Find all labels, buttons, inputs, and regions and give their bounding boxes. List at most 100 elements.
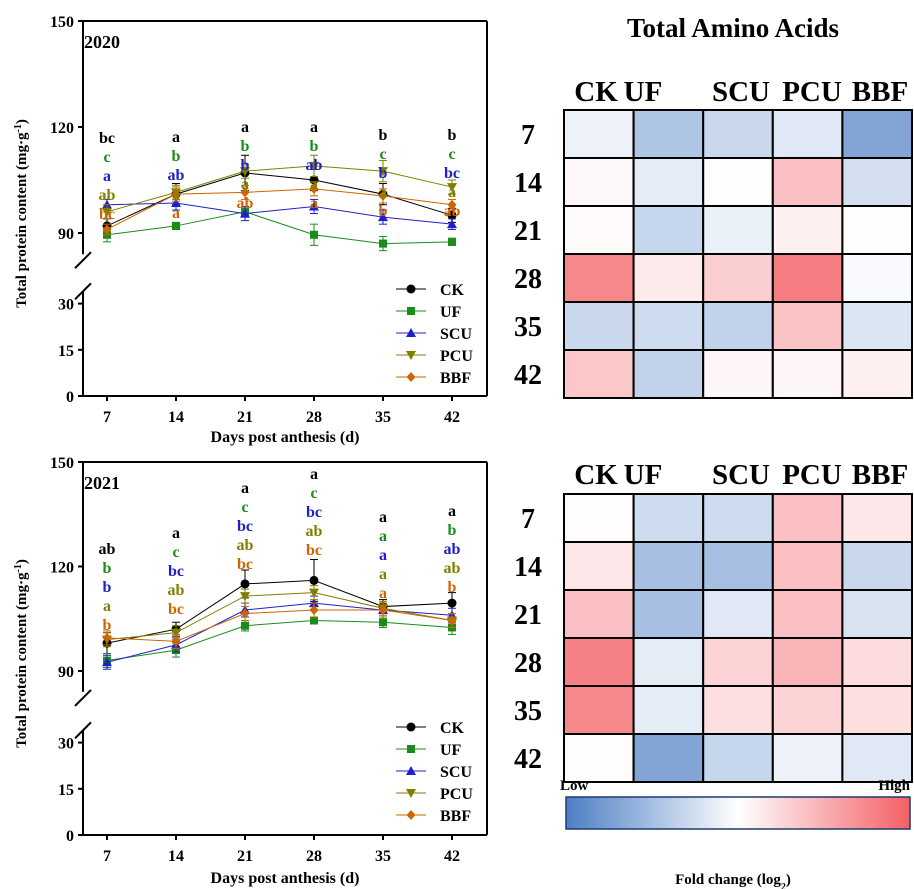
data-point [447, 615, 457, 626]
heatmap-row-label: 42 [514, 744, 542, 775]
y-tick-label: 15 [58, 782, 74, 799]
x-tick-label: 35 [375, 409, 391, 426]
heatmap-cell [563, 205, 635, 255]
axis-break-mark [74, 282, 92, 300]
heatmap-cell [841, 733, 914, 783]
legend-label: BBF [440, 808, 471, 825]
series-SCU [102, 195, 457, 230]
data-point [240, 579, 250, 589]
data-point [240, 208, 250, 218]
legend-marker [407, 745, 415, 753]
significance-letter: a [103, 168, 111, 185]
data-point [309, 575, 319, 585]
significance-letter: bc [237, 518, 253, 535]
heatmap-cell [771, 109, 844, 159]
colorbar-gradient [565, 796, 911, 830]
legend-marker [407, 307, 415, 315]
heatmap-row-label: 42 [514, 360, 542, 391]
data-point [240, 187, 250, 198]
legend-marker [406, 810, 416, 820]
y-tick-label: 150 [50, 455, 74, 472]
y-axis-title: Total protein content (mg·g-1) [13, 559, 31, 748]
legend-label: SCU [440, 326, 472, 343]
legend-marker [406, 789, 416, 798]
x-tick-label: 21 [237, 409, 253, 426]
heatmap-cell [632, 157, 705, 207]
data-point [171, 628, 181, 638]
significance-letter: a [310, 176, 318, 193]
significance-letter: ab [168, 167, 185, 184]
heatmap-cell [771, 733, 844, 783]
heatmap-column-label: PCU [782, 459, 842, 491]
significance-letter: a [379, 566, 387, 583]
heatmap-cell [563, 349, 635, 399]
significance-letter: b [448, 522, 457, 539]
data-point [379, 618, 387, 627]
data-point [379, 239, 387, 248]
heatmap-cell [632, 109, 705, 159]
significance-letter: ab [237, 195, 254, 212]
heatmap-row-label: 21 [514, 600, 542, 631]
heatmap-cell [632, 349, 705, 399]
y-tick-label: 0 [66, 828, 74, 845]
heatmap-cell [563, 157, 635, 207]
significance-letter: c [379, 146, 386, 163]
x-tick-label: 7 [103, 848, 111, 865]
significance-letter: a [379, 509, 387, 526]
legend-marker [406, 372, 416, 382]
significance-letter: a [448, 184, 456, 201]
series-PCU [102, 154, 457, 220]
heatmap-cell [702, 541, 774, 591]
significance-letter: b [172, 148, 181, 165]
heatmap-cell [563, 637, 635, 687]
legend-label: PCU [440, 786, 473, 803]
legend-label: PCU [440, 348, 473, 365]
data-point [447, 219, 457, 229]
heatmap-cell [702, 733, 774, 783]
line-chart-2021: 0 15 30 90 120 150 7 14 21 28 35 42 Days post anthes… [13, 455, 488, 887]
y-tick-label: 15 [58, 343, 74, 360]
heatmap-column-label: CK [574, 459, 618, 491]
series-line [106, 211, 453, 245]
x-axis-title: Days post anthesis (d) [211, 870, 360, 887]
heatmap-cell [632, 637, 705, 687]
heatmap-cell [632, 253, 705, 303]
data-point [309, 605, 319, 616]
legend-marker [406, 284, 416, 294]
panel-year-label: 2020 [84, 32, 120, 52]
significance-letter: a [379, 585, 387, 602]
data-point [310, 230, 318, 239]
data-point [241, 621, 249, 630]
heatmap-cell [841, 685, 914, 735]
x-tick-label: 42 [444, 848, 460, 865]
legend-marker [406, 766, 416, 775]
axis-break-mark [74, 689, 92, 707]
heatmap-title: Total Amino Acids [627, 13, 839, 43]
significance-letter: bc [444, 165, 460, 182]
data-point [309, 201, 319, 211]
series-line [106, 172, 453, 227]
x-tick-label: 14 [168, 848, 184, 865]
y-tick-label: 0 [66, 389, 74, 406]
colorbar-high-label: High [878, 778, 910, 794]
heatmap-cell [841, 301, 914, 351]
heatmap-cell [563, 685, 635, 735]
heatmap-row-label: 21 [514, 216, 542, 247]
heatmap-cell [632, 205, 705, 255]
y-tick-label: 30 [58, 297, 74, 314]
y-axis-title: Total protein content (mg·g-1) [13, 119, 31, 308]
heatmap-cell [563, 541, 635, 591]
significance-letter: a [172, 525, 180, 542]
significance-letter: a [310, 119, 318, 136]
significance-letter: bc [168, 601, 184, 618]
significance-letter: c [172, 544, 179, 561]
heatmap-cell [632, 301, 705, 351]
significance-letter: b [103, 579, 112, 596]
significance-letter: bc [306, 504, 322, 521]
data-point [309, 588, 319, 598]
legend-label: UF [440, 304, 462, 321]
data-point [447, 598, 457, 608]
data-point [447, 183, 457, 193]
x-tick-label: 28 [306, 848, 322, 865]
